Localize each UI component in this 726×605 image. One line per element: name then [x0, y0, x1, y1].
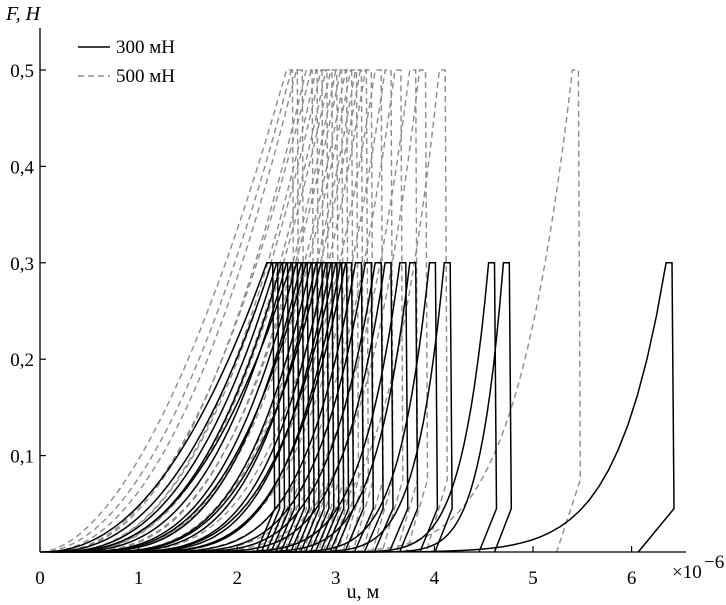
series-300mn-curves [40, 262, 675, 553]
series-500mn-curve-14 [89, 69, 370, 553]
x-axis-multiplier-exponent: −6 [704, 552, 724, 573]
x-tick-label: 6 [627, 568, 637, 589]
series-300mn-curve-5 [59, 262, 301, 553]
legend-label-500mn: 500 мН [116, 66, 175, 87]
series-500mn-curve-22 [237, 69, 582, 553]
legend: 300 мН 500 мН [78, 37, 175, 87]
y-tick-label: 0,3 [10, 254, 34, 275]
x-tick-label: 0 [35, 568, 45, 589]
series-500mn-curve-6 [59, 69, 330, 553]
series-500mn-curve-11 [74, 69, 355, 553]
x-axis-multiplier-base: ×10 [672, 562, 702, 583]
x-tick-label: 3 [331, 568, 341, 589]
series-500mn-curve-21 [158, 69, 448, 553]
series-500mn-curve-0 [39, 69, 296, 553]
x-tick-label: 5 [528, 568, 538, 589]
y-tick-label: 0,2 [10, 350, 34, 371]
legend-label-300mn: 300 мН [116, 37, 175, 58]
x-tick-label: 1 [134, 568, 144, 589]
y-axis-ticks: 0,1 0,2 0,3 0,4 0,5 [10, 61, 46, 468]
y-tick-label: 0,1 [10, 447, 34, 468]
x-tick-label: 2 [232, 568, 242, 589]
series-300mn-curve-2 [49, 262, 286, 553]
y-tick-label: 0,4 [10, 157, 34, 178]
series-500mn-curve-12 [79, 69, 360, 553]
series-300mn-curve-1 [44, 262, 281, 553]
series-500mn-curve-5 [54, 69, 325, 553]
series-500mn-curve-3 [49, 69, 315, 553]
series-500mn-curve-17 [109, 69, 394, 553]
series-300mn-curve-8 [74, 262, 315, 553]
y-tick-label: 0,5 [10, 61, 34, 82]
series-500mn-curve-2 [44, 69, 305, 553]
series-500mn-curve-20 [138, 69, 429, 553]
x-tick-label: 4 [430, 568, 440, 589]
series-500mn-curve-8 [64, 69, 340, 553]
series-300mn-curve-0 [40, 262, 276, 553]
x-axis-title: u, м [347, 581, 380, 603]
series-300mn-curve-11 [89, 262, 330, 553]
series-500mn-curve-1 [39, 69, 301, 553]
y-axis-title: F, Н [5, 3, 42, 25]
x-axis-ticks: 0 1 2 3 4 5 6 [35, 546, 636, 589]
x-axis-multiplier: ×10 [672, 562, 702, 583]
series-500mn-curve-10 [69, 69, 350, 553]
